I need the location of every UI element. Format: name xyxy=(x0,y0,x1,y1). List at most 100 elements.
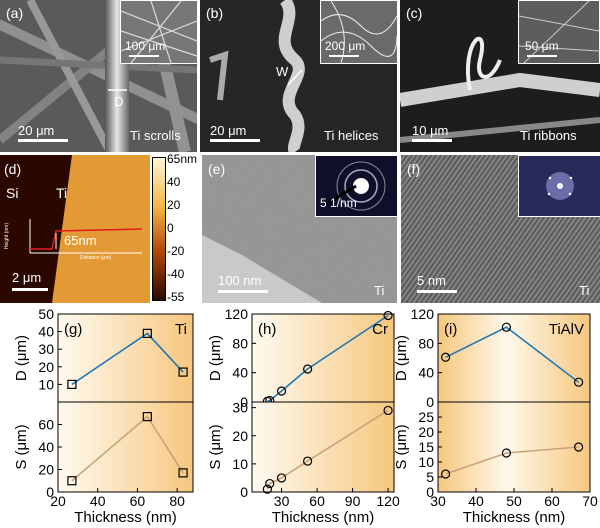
plot-background xyxy=(251,401,395,493)
inset-image: 50 μm xyxy=(518,0,600,64)
y-tick-label: 40 xyxy=(38,439,54,455)
height-profile-inset xyxy=(29,219,143,254)
data-point xyxy=(303,364,313,374)
panel-label: (a) xyxy=(6,5,24,21)
series-line xyxy=(71,415,184,482)
plot-background xyxy=(437,401,591,493)
material-label: Ti ribbons xyxy=(520,128,577,143)
material-label: Ti xyxy=(374,283,385,298)
x-tick-label: 60 xyxy=(544,493,560,509)
fft-inset xyxy=(518,155,600,217)
dimension-label: W xyxy=(276,64,289,79)
series-line xyxy=(445,326,580,383)
y-tick-label: 120 xyxy=(225,306,249,322)
data-point xyxy=(573,377,584,387)
data-point xyxy=(67,379,77,390)
step-label: 65nm xyxy=(64,233,97,248)
scale-label: 10 μm xyxy=(412,123,449,138)
data-point xyxy=(501,322,511,332)
inset-scale-label: 200 μm xyxy=(325,39,366,53)
material-label: Ti xyxy=(175,321,187,338)
colorbar-tick-label: 0 xyxy=(167,221,174,235)
data-point xyxy=(276,386,287,396)
series-line xyxy=(445,446,579,475)
data-point xyxy=(142,328,152,338)
y-tick-label: 10 xyxy=(418,454,434,470)
x-tick-label: 40 xyxy=(468,493,484,509)
y-tick-label: 10 xyxy=(38,376,54,392)
series-line xyxy=(71,332,184,386)
y-tick-label: 30 xyxy=(232,400,248,416)
data-point xyxy=(178,367,188,377)
inset-xlabel: Distance (μm) xyxy=(80,255,112,261)
scale-bar xyxy=(218,290,268,293)
y-tick-label: 0 xyxy=(426,484,434,500)
y-tick-label: 10 xyxy=(232,456,248,472)
colorbar-tick-label: 65nm xyxy=(167,152,198,166)
inset-scale-label: 50 μm xyxy=(525,39,559,53)
data-point xyxy=(383,310,393,321)
colorbar-labels: 65nm 40 20 0 -20 -40 -55 xyxy=(167,152,203,304)
colorbar-tick-label: -20 xyxy=(167,244,185,258)
y-tick-label: 20 xyxy=(418,424,434,440)
panel-b-sem: (b) 200 μm W 20 μm Ti helices xyxy=(200,0,397,152)
scale-bar xyxy=(210,139,260,142)
inset-ylabel: Height (nm) xyxy=(4,223,10,250)
material-label: Ti scrolls xyxy=(130,128,181,143)
x-tick-label: 30 xyxy=(430,493,446,509)
panel-label: (b) xyxy=(206,5,224,21)
material-label: Cr xyxy=(372,321,388,338)
y-tick-label: 0 xyxy=(426,394,434,410)
plot-background xyxy=(57,401,194,493)
material-label: TiAlV xyxy=(549,321,584,338)
plot-background xyxy=(437,313,591,403)
x-tick-label: 40 xyxy=(90,493,106,509)
ti-label: Ti xyxy=(56,185,68,201)
x-tick-label: 20 xyxy=(50,493,66,509)
scale-bar xyxy=(412,139,452,142)
y-tick-label: 15 xyxy=(418,439,434,455)
diffraction-inset: 5 1/nm xyxy=(315,155,397,217)
y-tick-label: 60 xyxy=(38,417,54,433)
data-point xyxy=(142,412,152,422)
y-axis-label: D (μm) xyxy=(13,335,30,381)
panel-e-tem: (e) 5 1/nm 100 nm Ti xyxy=(202,155,397,303)
x-axis-label: Thickness (nm) xyxy=(74,509,177,526)
colorbar-tick-label: -55 xyxy=(167,290,185,304)
panel-label: (e) xyxy=(208,161,226,177)
scale-label: 20 μm xyxy=(210,123,247,138)
y-tick-label: 5 xyxy=(426,469,434,485)
panel-c-sem: (c) 50 μm 10 μm Ti ribbons xyxy=(400,0,600,152)
panel-label: (c) xyxy=(406,5,423,21)
inset-scale-bar xyxy=(527,55,557,57)
x-tick-label: 60 xyxy=(130,493,146,509)
data-point xyxy=(441,469,451,479)
y-tick-label: 25 xyxy=(418,409,434,425)
scale-label: 100 nm xyxy=(218,273,262,288)
colorbar-tick-label: -40 xyxy=(167,267,185,281)
colorbar-tick-label: 20 xyxy=(167,198,181,212)
data-point xyxy=(178,468,188,478)
scale-label: 2 μm xyxy=(12,270,42,285)
si-label: Si xyxy=(6,185,19,201)
y-tick-label: 0 xyxy=(240,394,248,410)
panel-d-afm: (d) Si Ti Height (nm) Distance (μm) 65nm… xyxy=(0,155,150,303)
x-tick-label: 80 xyxy=(169,493,185,509)
scale-label: 5 nm xyxy=(417,273,446,288)
y-tick-label: 30 xyxy=(38,341,54,357)
y-tick-label: 20 xyxy=(38,359,54,375)
scale-label: 20 μm xyxy=(18,123,55,138)
panel-f-hrtem: (f) 5 nm Ti xyxy=(401,155,600,303)
x-tick-label: 50 xyxy=(506,493,522,509)
y-axis-label: S (μm) xyxy=(393,424,410,469)
x-tick-label: 30 xyxy=(274,493,290,509)
panel-label: (h) xyxy=(258,321,276,338)
x-tick-label: 60 xyxy=(309,493,325,509)
ti-helices-image xyxy=(200,0,397,152)
y-tick-label: 0 xyxy=(46,484,54,500)
panel-label: (f) xyxy=(407,161,421,177)
y-tick-label: 20 xyxy=(38,462,54,478)
y-axis-label: D (μm) xyxy=(207,335,224,381)
data-point xyxy=(441,352,451,362)
